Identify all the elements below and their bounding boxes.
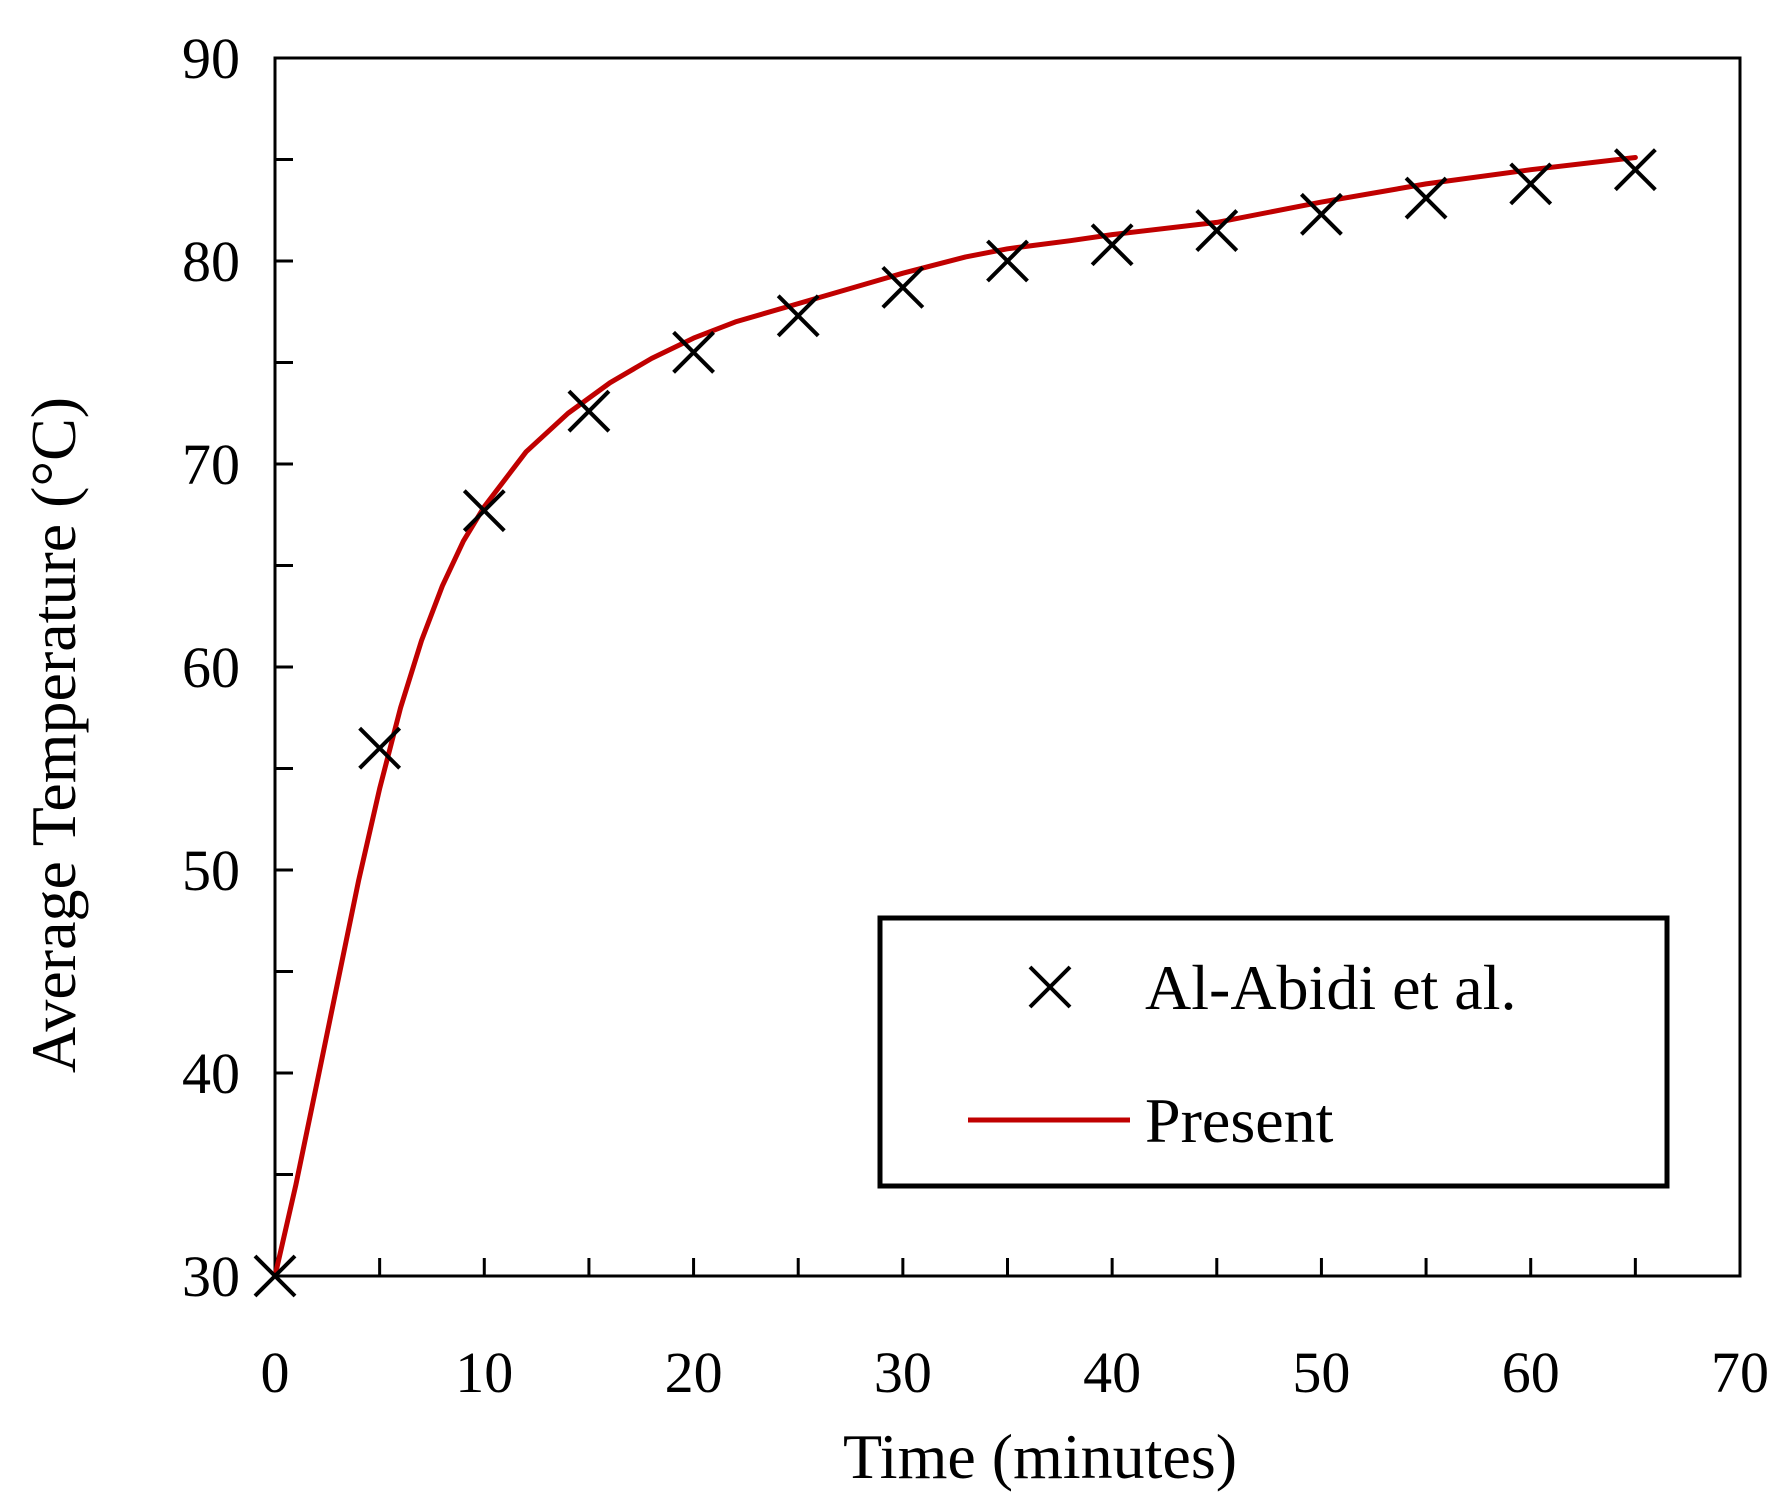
y-tick-label: 60 [182,635,240,700]
legend-label-al-abidi: Al-Abidi et al. [1145,952,1516,1023]
x-axis-tick-labels: 0 10 20 30 40 50 60 70 [261,1340,1770,1405]
data-point-al-abidi [253,1254,297,1298]
y-tick-label: 50 [182,838,240,903]
data-point-al-abidi [672,330,715,374]
y-tick-label: 70 [182,432,240,497]
y-axis-tick-labels: 30 40 50 60 70 80 90 [182,26,240,1309]
data-point-al-abidi [1300,192,1343,236]
data-point-al-abidi [567,389,611,433]
x-tick-label: 70 [1711,1340,1769,1405]
y-tick-label: 30 [182,1244,240,1309]
legend-label-present: Present [1145,1085,1334,1156]
data-point-al-abidi [881,265,925,309]
x-axis-ticks [273,1258,1742,1276]
y-tick-label: 40 [182,1041,240,1106]
y-tick-label: 80 [182,229,240,294]
x-tick-label: 20 [665,1340,723,1405]
series-layer [253,148,1657,1298]
data-point-al-abidi [1404,176,1448,220]
y-axis-title: Average Temperature (°C) [18,397,89,1073]
data-point-al-abidi [1509,162,1553,206]
x-tick-label: 50 [1292,1340,1350,1405]
data-point-al-abidi [358,726,402,770]
x-tick-label: 60 [1502,1340,1560,1405]
x-tick-label: 40 [1083,1340,1141,1405]
legend-marker-al-abidi [1028,965,1072,1009]
x-tick-label: 30 [874,1340,932,1405]
x-tick-label: 0 [261,1340,290,1405]
y-tick-label: 90 [182,26,240,91]
data-point-al-abidi [986,239,1029,283]
data-point-al-abidi [1195,209,1239,252]
data-point-al-abidi [1090,223,1134,267]
x-axis-title: Time (minutes) [843,1421,1237,1492]
legend-box [877,915,1670,1189]
x-tick-label: 10 [455,1340,513,1405]
y-axis-ticks [275,56,293,1278]
data-point-al-abidi [1613,148,1657,192]
legend: Al-Abidi et al. Present [877,915,1670,1189]
data-point-al-abidi [776,294,820,338]
series-line-present [272,155,1638,1279]
data-point-al-abidi [462,489,506,533]
